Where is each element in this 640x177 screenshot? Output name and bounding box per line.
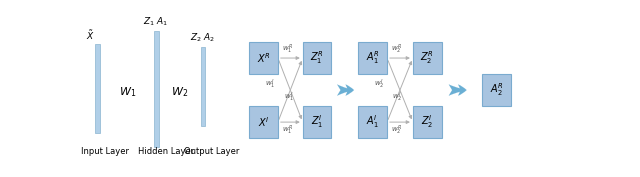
Text: $Z_2^R$: $Z_2^R$: [420, 50, 434, 66]
FancyBboxPatch shape: [249, 42, 278, 74]
Text: $w_2^I$: $w_2^I$: [374, 77, 385, 91]
FancyBboxPatch shape: [413, 106, 442, 138]
Text: $Z_1^I$: $Z_1^I$: [311, 114, 323, 130]
FancyBboxPatch shape: [358, 42, 387, 74]
Text: $X^I$: $X^I$: [258, 115, 269, 129]
FancyBboxPatch shape: [413, 42, 442, 74]
FancyBboxPatch shape: [358, 106, 387, 138]
Text: $A_1^I$: $A_1^I$: [366, 114, 379, 130]
FancyBboxPatch shape: [249, 106, 278, 138]
FancyBboxPatch shape: [154, 31, 159, 147]
Text: $A_1^R$: $A_1^R$: [365, 50, 380, 66]
Text: $Z_2 \ A_2$: $Z_2 \ A_2$: [189, 32, 215, 44]
Text: $\tilde{X}$: $\tilde{X}$: [86, 28, 95, 42]
FancyBboxPatch shape: [303, 106, 332, 138]
Text: $w_2^I$: $w_2^I$: [392, 90, 403, 104]
Text: $W_2$: $W_2$: [171, 85, 188, 99]
Text: $w_1^I$: $w_1^I$: [284, 90, 294, 104]
Text: $Z_1 \ A_1$: $Z_1 \ A_1$: [143, 16, 168, 28]
Text: Input Layer: Input Layer: [81, 147, 129, 156]
Text: $W_1$: $W_1$: [120, 85, 137, 99]
Text: $Z_1^R$: $Z_1^R$: [310, 50, 324, 66]
Text: $w_1^R$: $w_1^R$: [282, 124, 293, 137]
FancyBboxPatch shape: [95, 44, 100, 133]
Text: Output Layer: Output Layer: [184, 147, 239, 156]
Text: $A_2^R$: $A_2^R$: [490, 82, 504, 98]
Text: $w_2^R$: $w_2^R$: [392, 124, 403, 137]
FancyBboxPatch shape: [200, 47, 205, 126]
FancyBboxPatch shape: [303, 42, 332, 74]
Text: Hidden Layer: Hidden Layer: [138, 147, 194, 156]
Text: $Z_2^I$: $Z_2^I$: [421, 114, 433, 130]
Text: $w_2^R$: $w_2^R$: [392, 42, 403, 56]
FancyBboxPatch shape: [483, 74, 511, 106]
Text: $X^R$: $X^R$: [257, 51, 271, 65]
Text: $w_1^R$: $w_1^R$: [282, 42, 293, 56]
Text: $w_1^I$: $w_1^I$: [264, 77, 275, 91]
